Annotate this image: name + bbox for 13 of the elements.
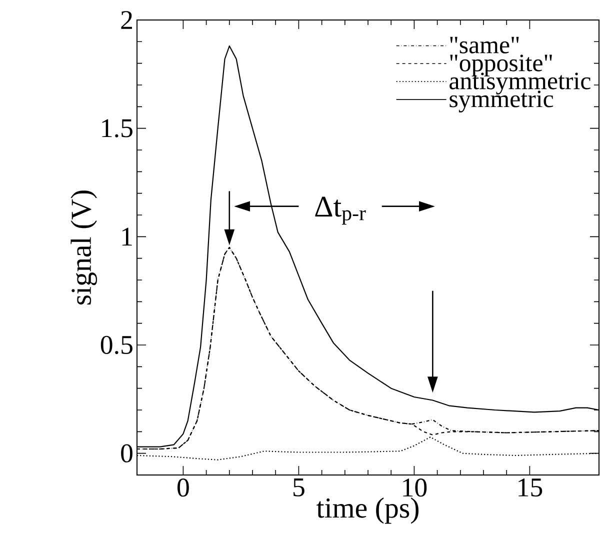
x-tick-label: 15 <box>518 478 542 497</box>
legend-label: "same" <box>450 36 519 54</box>
y-tick-label: 1.5 <box>102 119 132 138</box>
y-tick-label: 0.5 <box>100 336 132 354</box>
x-tick-label: 0 <box>178 478 189 497</box>
y-axis-title: signal (V) <box>70 190 98 304</box>
x-tick-label: 5 <box>294 478 304 496</box>
annotation: Δt$_{p-r}$ <box>315 196 366 225</box>
x-axis-title: time (ps) <box>316 498 418 524</box>
y-tick-label: 0 <box>121 444 132 462</box>
x-tick-label: 10 <box>403 478 427 497</box>
y-tick-label: 2 <box>121 11 132 29</box>
y-tick-label: 1 <box>122 228 132 246</box>
